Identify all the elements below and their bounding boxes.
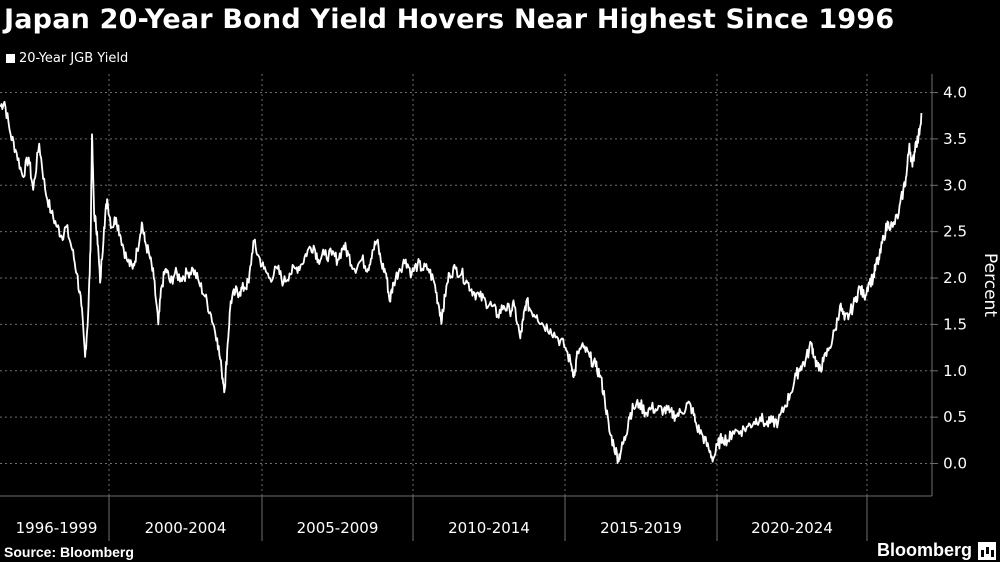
y-tick-label: 3.0: [943, 176, 967, 194]
y-tick-label: 1.5: [943, 315, 967, 333]
x-tick-label: 2020-2024: [751, 519, 833, 537]
y-tick-label: 2.0: [943, 269, 967, 287]
x-tick-label: 2000-2004: [145, 519, 227, 537]
x-tick-label: 2005-2009: [297, 519, 379, 537]
series-line-20y-jgb-yield: [0, 100, 923, 464]
chart-title: Japan 20-Year Bond Yield Hovers Near Hig…: [4, 4, 895, 35]
legend-swatch-icon: [6, 54, 15, 63]
x-tick-label: 2010-2014: [448, 519, 530, 537]
y-axis-title: Percent: [980, 253, 1000, 317]
brand-name: Bloomberg: [876, 540, 972, 560]
source-note: Source: Bloomberg: [4, 544, 134, 560]
y-tick-label: 4.0: [943, 84, 967, 102]
x-tick-label: 2015-2019: [600, 519, 682, 537]
legend: 20-Year JGB Yield: [6, 51, 128, 66]
y-tick-label: 0.0: [943, 455, 967, 473]
x-tick-label: 1996-1999: [16, 519, 98, 537]
bloomberg-logo-icon: [978, 541, 996, 560]
y-tick-label: 3.5: [943, 130, 967, 148]
legend-label: 20-Year JGB Yield: [19, 51, 129, 66]
brand-logo: Bloomberg: [877, 540, 996, 561]
y-tick-label: 2.5: [943, 223, 967, 241]
y-tick-label: 1.0: [943, 362, 967, 380]
y-tick-label: 0.5: [943, 408, 967, 426]
